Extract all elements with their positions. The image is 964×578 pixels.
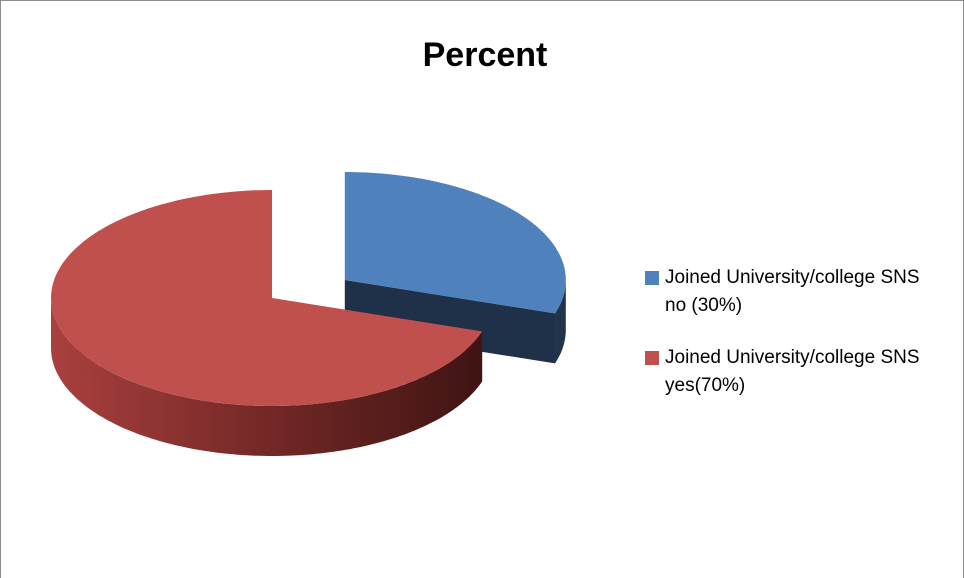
legend-swatch <box>645 271 659 285</box>
slice-side <box>51 298 483 456</box>
legend-item: Joined University/college SNS yes(70%) <box>645 344 945 400</box>
slice <box>344 172 566 314</box>
chart-title: Percent <box>423 36 548 74</box>
legend-item: Joined University/college SNS no (30%) <box>645 264 945 320</box>
slice <box>344 172 566 364</box>
slice <box>51 190 483 406</box>
slice <box>51 190 483 456</box>
legend-label: Joined University/college SNS no (30%) <box>665 267 920 316</box>
legend-label: Joined University/college SNS yes(70%) <box>665 347 920 396</box>
legend-swatch <box>645 351 659 365</box>
slice-side <box>555 280 566 364</box>
slice-cut-face <box>344 280 555 364</box>
